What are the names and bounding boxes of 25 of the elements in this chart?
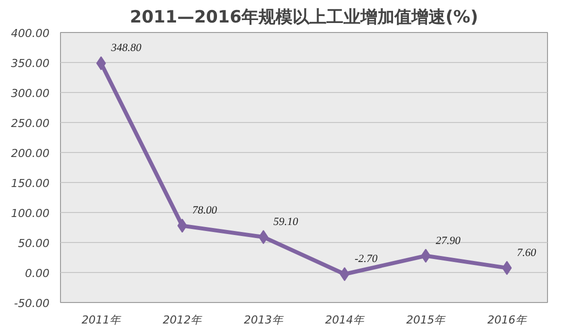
point [420,248,431,263]
y-tick-label: 400.00 [11,27,50,40]
x-tick-label: 2014年 [325,314,366,326]
data-label: 27.90 [436,234,461,247]
data-label: 348.80 [110,42,142,54]
y-tick-label: 50.00 [18,237,50,250]
y-tick-label: 150.00 [11,177,50,190]
chart-title: 2011—2016年规模以上工业增加值增速(%) [130,8,478,28]
data-label: 59.10 [273,216,299,228]
x-tick-label: 2016年 [487,314,528,326]
y-tick-label: 250.00 [11,117,50,130]
data-label: 78.00 [192,204,218,217]
data-label: -2.70 [354,253,378,266]
x-tick-label: 2015年 [406,314,446,326]
y-tick-label: 300.00 [11,87,50,100]
y-tick-label: -50.00 [14,297,50,310]
x-tick-label: 2012年 [162,314,203,326]
point [177,218,188,233]
x-tick-label: 2011年 [82,314,122,326]
data-label: 7.60 [516,246,537,259]
y-tick-label: 100.00 [11,207,50,220]
y-tick-label: 200.00 [11,147,50,160]
y-tick-label: 350.00 [11,57,50,70]
x-tick-label: 2013年 [244,314,284,326]
y-tick-label: 0.00 [25,267,50,280]
